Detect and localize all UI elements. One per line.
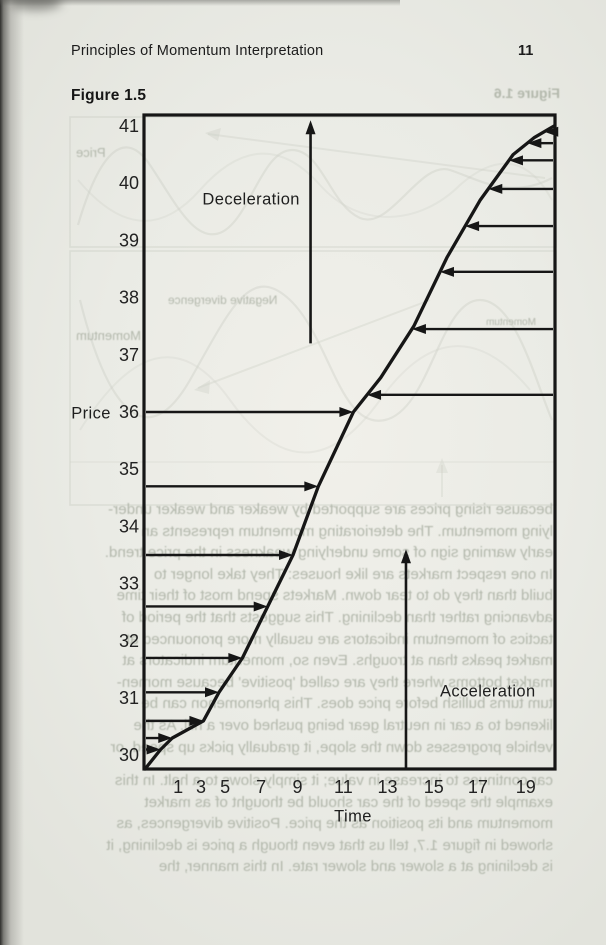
x-axis-label: Time (334, 807, 372, 826)
x-tick-label: 3 (196, 777, 206, 797)
bleedthrough-wave (76, 146, 553, 236)
x-tick-label: 1 (173, 777, 183, 797)
acceleration-arrowhead (146, 744, 161, 755)
page-top-edge-shadow (0, 0, 400, 6)
y-tick-label: 32 (119, 631, 139, 651)
deceleration-arrowhead (465, 221, 480, 232)
x-tick-label: 17 (468, 777, 488, 797)
page-binding-edge (0, 0, 24, 945)
x-tick-label: 7 (256, 777, 266, 797)
y-tick-label: 40 (119, 173, 139, 193)
x-tick-label: 15 (424, 777, 444, 797)
scan-corner-smudge (10, 0, 62, 10)
acceleration-annotation: Acceleration (439, 682, 536, 701)
deceleration-arrowhead (411, 324, 426, 335)
x-tick-label: 11 (334, 777, 353, 797)
x-tick-label: 19 (516, 777, 536, 797)
figure-title: Figure 1.5 (71, 87, 147, 104)
deceleration-arrowhead (367, 389, 382, 400)
deceleration-arrowhead (439, 266, 454, 277)
acceleration-arrowhead (158, 733, 173, 744)
y-tick-label: 34 (119, 516, 139, 536)
acceleration-arrowhead (189, 715, 204, 726)
deceleration-vertical-arrowhead (305, 120, 316, 135)
acceleration-vertical-arrowhead (400, 549, 411, 564)
y-tick-label: 35 (119, 459, 139, 479)
bleedthrough-arrowheads (194, 128, 448, 473)
x-tick-label: 5 (220, 777, 230, 797)
y-tick-label: 36 (119, 402, 139, 422)
y-tick-label: 30 (119, 745, 139, 765)
x-tick-label: 13 (378, 777, 398, 797)
y-tick-label: 41 (119, 116, 139, 136)
page-header-title: Principles of Momentum Interpretation (71, 43, 324, 59)
y-tick-label: 31 (119, 688, 139, 708)
x-tick-label: 9 (293, 777, 303, 797)
deceleration-arrowhead (527, 138, 542, 149)
chart-frame (142, 113, 557, 771)
price-curve (143, 124, 556, 771)
y-axis-label: Price (71, 404, 111, 423)
deceleration-arrowhead (544, 126, 559, 137)
y-tick-label: 39 (119, 230, 139, 250)
deceleration-arrowhead (508, 155, 523, 166)
deceleration-arrowhead (488, 183, 503, 194)
y-tick-label: 33 (119, 574, 139, 594)
page-number: 11 (518, 43, 534, 59)
acceleration-arrowhead (253, 601, 268, 612)
y-tick-label: 37 (119, 345, 139, 365)
y-tick-label: 38 (119, 288, 139, 308)
acceleration-arrowhead (205, 687, 220, 698)
deceleration-annotation: Deceleration (202, 190, 300, 209)
acceleration-arrowhead (339, 407, 354, 417)
acceleration-arrowhead (228, 652, 243, 663)
bleedthrough-wave (79, 345, 531, 454)
bleedthrough-wave (77, 152, 553, 222)
bleedthrough-wave (78, 285, 554, 422)
acceleration-arrowhead (279, 550, 294, 560)
acceleration-arrowhead (304, 481, 319, 492)
